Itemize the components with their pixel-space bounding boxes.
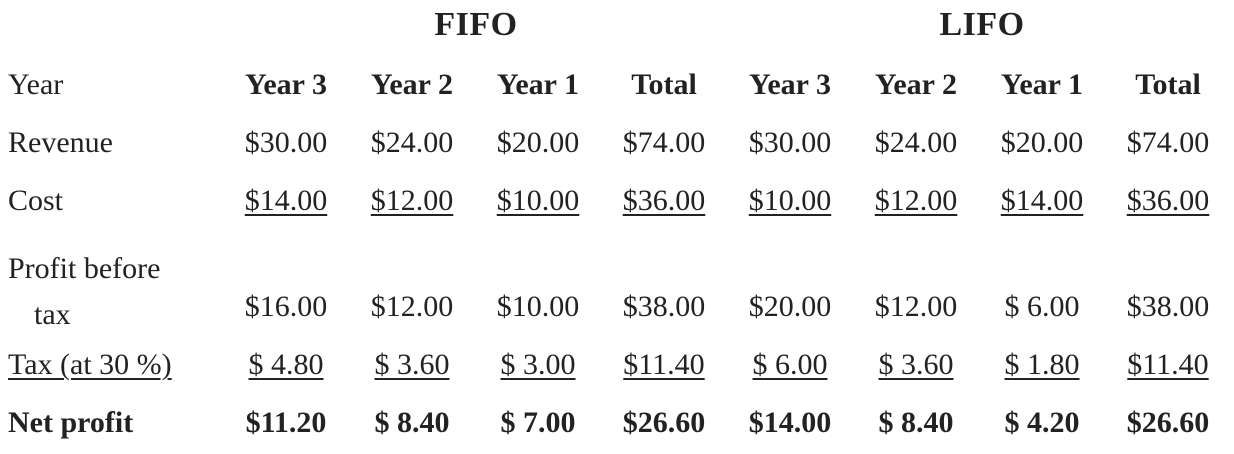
net-cell: $ 8.40 <box>374 406 450 439</box>
cost-cell: $36.00 <box>602 184 726 218</box>
revenue-cell: $74.00 <box>622 126 706 159</box>
profit-before-tax-row: Profit before tax $16.00 $12.00 $10.00 $… <box>0 246 1234 336</box>
cost-value: $10.00 <box>496 184 580 217</box>
year-cell: Total <box>1135 68 1201 101</box>
year-cell: Year 3 <box>749 68 831 101</box>
tax-cell: $11.40 <box>1106 348 1230 382</box>
year-cell: Year 3 <box>245 68 327 101</box>
pbt-cell: $38.00 <box>622 290 706 323</box>
cost-row: Cost $14.00 $12.00 $10.00 $36.00 $10.00 … <box>0 184 1234 232</box>
revenue-cell: $74.00 <box>1126 126 1210 159</box>
pbt-cell: $10.00 <box>496 290 580 323</box>
revenue-cell: $20.00 <box>1000 126 1084 159</box>
cost-cell: $14.00 <box>224 184 348 218</box>
row-label-tax: Tax (at 30 %) <box>8 348 172 381</box>
row-label-year: Year <box>8 68 64 101</box>
tax-cell: $ 6.00 <box>728 348 852 382</box>
pbt-cell: $16.00 <box>244 290 328 323</box>
cost-value: $10.00 <box>748 184 832 217</box>
year-cell: Year 2 <box>875 68 957 101</box>
net-profit-row: Net profit $11.20 $ 8.40 $ 7.00 $26.60 $… <box>0 406 1234 454</box>
row-label-line: Profit before <box>8 252 161 285</box>
row-label-net-profit: Net profit <box>8 406 134 439</box>
tax-value: $ 3.00 <box>500 348 576 381</box>
pbt-cell: $20.00 <box>748 290 832 323</box>
net-cell: $ 4.20 <box>1004 406 1080 439</box>
cost-value: $12.00 <box>874 184 958 217</box>
tax-value: $11.40 <box>623 348 705 381</box>
cost-value: $12.00 <box>370 184 454 217</box>
net-cell: $ 7.00 <box>500 406 576 439</box>
net-cell: $ 8.40 <box>878 406 954 439</box>
tax-value: $ 3.60 <box>878 348 954 381</box>
net-cell: $26.60 <box>1126 406 1210 439</box>
revenue-row: Revenue $30.00 $24.00 $20.00 $74.00 $30.… <box>0 126 1234 174</box>
tax-cell: $ 3.60 <box>350 348 474 382</box>
year-cell: Year 1 <box>1001 68 1083 101</box>
tax-value: $ 4.80 <box>248 348 324 381</box>
pbt-cell: $ 6.00 <box>1004 290 1080 323</box>
year-cell: Year 1 <box>497 68 579 101</box>
net-cell: $11.20 <box>245 406 327 439</box>
cost-cell: $10.00 <box>728 184 852 218</box>
tax-row: Tax (at 30 %) $ 4.80 $ 3.60 $ 3.00 $11.4… <box>0 348 1234 396</box>
tax-value: $ 1.80 <box>1004 348 1080 381</box>
tax-cell: $ 3.60 <box>854 348 978 382</box>
pbt-cell: $12.00 <box>370 290 454 323</box>
year-row: Year Year 3 Year 2 Year 1 Total Year 3 Y… <box>0 68 1234 116</box>
cost-cell: $12.00 <box>854 184 978 218</box>
cost-cell: $14.00 <box>980 184 1104 218</box>
year-cell: Total <box>631 68 697 101</box>
cost-value: $36.00 <box>1126 184 1210 217</box>
revenue-cell: $24.00 <box>370 126 454 159</box>
tax-cell: $ 4.80 <box>224 348 348 382</box>
revenue-cell: $30.00 <box>748 126 832 159</box>
net-cell: $26.60 <box>622 406 706 439</box>
net-cell: $14.00 <box>748 406 832 439</box>
row-label-profit-before-tax: Profit before tax <box>8 246 160 338</box>
cost-cell: $12.00 <box>350 184 474 218</box>
tax-value: $ 6.00 <box>752 348 828 381</box>
revenue-cell: $20.00 <box>496 126 580 159</box>
tax-cell: $ 1.80 <box>980 348 1104 382</box>
revenue-cell: $30.00 <box>244 126 328 159</box>
pbt-cell: $38.00 <box>1126 290 1210 323</box>
row-label-line: tax <box>34 298 71 331</box>
lifo-header: LIFO <box>939 6 1025 43</box>
revenue-cell: $24.00 <box>874 126 958 159</box>
fifo-header: FIFO <box>434 6 518 43</box>
year-cell: Year 2 <box>371 68 453 101</box>
tax-cell: $11.40 <box>602 348 726 382</box>
pbt-cell: $12.00 <box>874 290 958 323</box>
cost-value: $14.00 <box>1000 184 1084 217</box>
cost-value: $14.00 <box>244 184 328 217</box>
tax-value: $11.40 <box>1127 348 1209 381</box>
cost-cell: $10.00 <box>476 184 600 218</box>
tax-value: $ 3.60 <box>374 348 450 381</box>
cost-cell: $36.00 <box>1106 184 1230 218</box>
row-label-revenue: Revenue <box>8 126 113 159</box>
row-label-cost: Cost <box>8 184 64 217</box>
cost-value: $36.00 <box>622 184 706 217</box>
tax-cell: $ 3.00 <box>476 348 600 382</box>
